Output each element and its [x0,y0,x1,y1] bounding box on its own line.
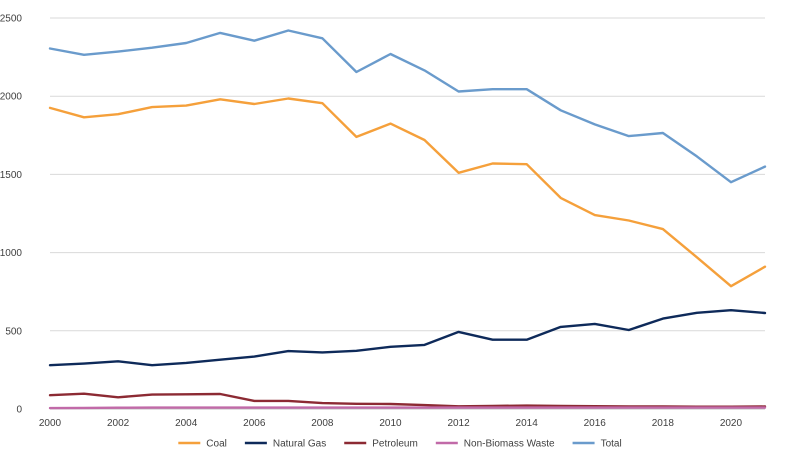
legend-item-natural-gas: Natural Gas [244,439,326,450]
legend-item-non-biomass-waste: Non-Biomass Waste [435,439,555,450]
y-tick-label: 1000 [0,248,22,259]
x-tick-label: 2016 [584,418,607,429]
series-line-non-biomass-waste [48,406,767,410]
x-tick-label: 2002 [107,418,130,429]
legend-label: Coal [206,439,227,450]
legend-item-total: Total [572,439,622,450]
y-tick-label: 2500 [0,14,22,25]
y-axis-ticks: 0 500 1000 1500 2000 2500 [0,14,22,416]
legend-label: Natural Gas [273,439,326,450]
legend-item-coal: Coal [178,439,227,450]
x-tick-label: 2008 [311,418,334,429]
legend-label: Total [601,439,622,450]
series-line-natural-gas [48,309,767,367]
y-tick-label: 500 [5,326,22,337]
y-tick-label: 1500 [0,170,22,181]
series-lines [48,29,767,410]
legend: Coal Natural Gas Petroleum Non-Biomass Wast… [178,439,622,450]
x-axis-ticks: 2000 2002 2004 2006 2008 2010 2012 2014 2016 2018… [39,418,743,429]
series-line-petroleum [48,392,767,408]
gridlines [50,17,765,410]
x-tick-label: 2010 [379,418,402,429]
x-tick-label: 2006 [243,418,266,429]
legend-label: Non-Biomass Waste [464,439,555,450]
x-tick-label: 2020 [720,418,743,429]
x-tick-label: 2004 [175,418,198,429]
x-tick-label: 2012 [447,418,470,429]
x-tick-label: 2000 [39,418,62,429]
x-tick-label: 2018 [652,418,675,429]
series-line-coal [48,97,767,288]
y-tick-label: 0 [16,405,22,416]
y-tick-label: 2000 [0,92,22,103]
series-line-total [48,29,767,184]
legend-item-petroleum: Petroleum [344,439,418,450]
x-tick-label: 2014 [516,418,539,429]
legend-label: Petroleum [372,439,418,450]
